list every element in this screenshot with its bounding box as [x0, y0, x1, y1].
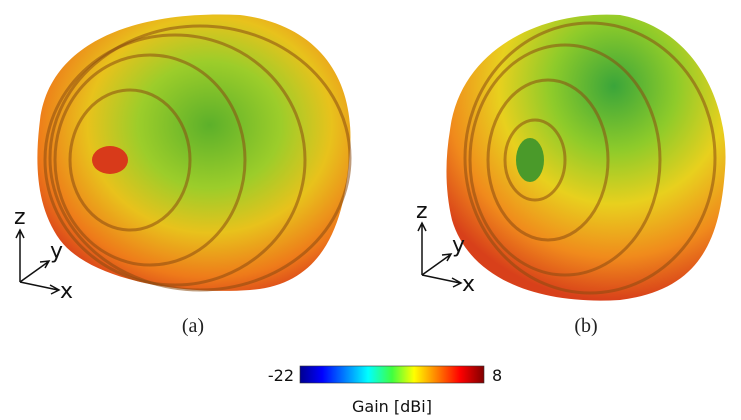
- axis-z-label: z: [416, 199, 428, 224]
- colorbar: [300, 366, 484, 383]
- colorbar-min-label: -22: [268, 366, 294, 385]
- axis-x-label: x: [462, 272, 475, 297]
- pattern-b: [446, 15, 725, 301]
- axis-z-label: z: [14, 205, 26, 230]
- axis-y-label: y: [452, 233, 465, 258]
- panel-caption: (a): [182, 315, 204, 337]
- panel-caption: (b): [574, 315, 597, 337]
- colorbar-max-label: 8: [492, 366, 502, 385]
- colorbar-title: Gain [dBi]: [352, 397, 432, 416]
- axis-y-label: y: [50, 239, 63, 264]
- pattern-a: [37, 14, 350, 290]
- axis-x-label: x: [60, 279, 73, 304]
- figure: z y x z y x (a) (b) -22 8 Gain [dBi]: [0, 0, 741, 420]
